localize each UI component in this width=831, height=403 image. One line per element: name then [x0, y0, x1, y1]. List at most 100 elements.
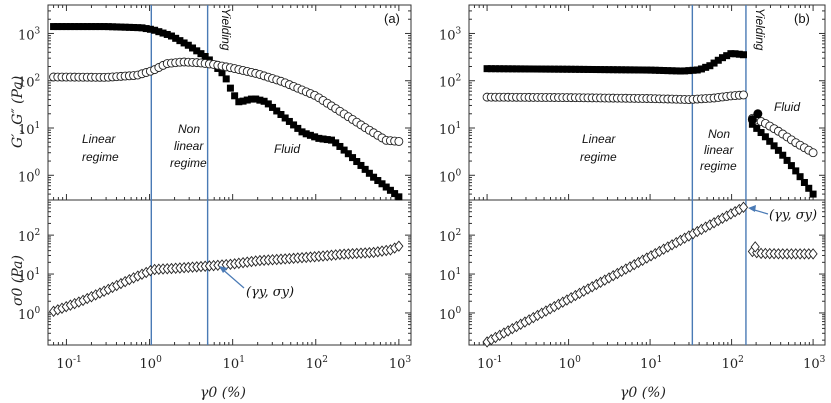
data-point-filled-square — [605, 66, 613, 74]
data-point-filled-square — [138, 24, 146, 32]
data-point-filled-square — [159, 29, 167, 37]
data-point-filled-square — [58, 23, 66, 31]
data-point-filled-square — [770, 142, 778, 150]
data-point-filled-square — [805, 184, 813, 192]
panel-a-x-axis-label: γ0 (%) — [200, 385, 246, 401]
data-point-filled-square — [319, 135, 327, 143]
panel-b-x-axis-label: γ0 (%) — [620, 385, 666, 401]
panel-a-nonlinear-line3: regime — [170, 156, 207, 170]
panel-b-yielding-label: Yielding — [753, 8, 767, 51]
data-point-filled-square — [243, 96, 251, 104]
x-tick-label: 103 — [803, 355, 826, 372]
data-point-filled-square — [513, 65, 521, 73]
data-point-filled-square — [184, 41, 192, 49]
y-top-tick-label: 102 — [18, 74, 40, 91]
data-point-filled-square — [302, 130, 310, 138]
data-point-filled-square — [277, 110, 285, 118]
data-point-filled-square — [626, 66, 634, 74]
data-point-filled-square — [710, 59, 718, 67]
y-top-tick-label: 101 — [439, 121, 461, 138]
y-bottom-tick-label: 102 — [18, 228, 40, 245]
panel-a-series — [48, 23, 404, 318]
data-point-filled-square — [96, 23, 104, 31]
data-point-filled-square — [180, 39, 188, 47]
data-point-filled-square — [500, 65, 508, 73]
x-tick-label: 100 — [559, 355, 582, 372]
y-top-tick-label: 100 — [18, 168, 41, 185]
data-point-filled-square — [681, 67, 689, 75]
data-point-filled-square — [643, 66, 651, 74]
data-point-filled-square — [542, 65, 550, 73]
data-point-filled-square — [247, 95, 255, 103]
y-bottom-tick-label: 102 — [439, 228, 461, 245]
data-point-filled-square — [83, 23, 91, 31]
data-point-filled-square — [634, 66, 642, 74]
data-point-filled-square — [193, 47, 201, 55]
panel-a-label: (a) — [384, 11, 400, 26]
data-point-filled-square — [655, 66, 663, 74]
data-point-filled-square — [672, 67, 680, 75]
panel-a-nonlinear-line2: linear — [174, 139, 204, 153]
data-point-filled-square — [783, 156, 791, 164]
data-point-filled-square — [706, 62, 714, 70]
data-point-filled-square — [529, 65, 537, 73]
data-point-filled-square — [796, 173, 804, 181]
data-point-filled-square — [508, 65, 516, 73]
data-point-filled-square — [391, 190, 399, 198]
data-point-filled-square — [491, 65, 499, 73]
data-point-filled-square — [163, 30, 171, 38]
data-point-filled-square — [197, 50, 205, 58]
panel-b-nonlinear-regime-label: Non linear regime — [700, 127, 737, 173]
data-point-filled-square — [651, 66, 659, 74]
data-point-filled-square — [601, 66, 609, 74]
data-point-filled-square — [386, 186, 394, 194]
data-point-filled-square — [753, 124, 761, 132]
data-point-filled-square — [235, 98, 243, 106]
panel-b-linear-line1: Linear — [582, 132, 616, 146]
x-tick-label: 100 — [140, 355, 163, 372]
data-point-filled-square — [588, 65, 596, 73]
data-point-filled-square — [395, 193, 403, 201]
data-point-filled-square — [779, 151, 787, 159]
data-point-filled-square — [79, 23, 87, 31]
panel-a-yield-point-arrow — [219, 266, 245, 289]
panel-a-linear-line1: Linear — [82, 132, 116, 146]
data-point-filled-square — [336, 142, 344, 150]
data-point-filled-square — [576, 65, 584, 73]
panel-a-y-axis-label-bottom: σ0 (Pa) — [10, 255, 26, 306]
data-point-filled-square — [647, 66, 655, 74]
data-point-filled-square — [54, 23, 62, 31]
data-point-filled-square — [731, 50, 739, 58]
y-top-tick-label: 102 — [439, 74, 461, 91]
panel-a-y-axis-label-top: G′, G″ (Pa) — [10, 76, 26, 148]
data-point-open-diamond — [738, 201, 749, 213]
data-point-filled-square — [340, 146, 348, 154]
data-point-filled-square — [525, 65, 533, 73]
data-point-filled-square — [597, 66, 605, 74]
data-point-filled-square — [121, 23, 129, 31]
data-point-filled-square — [75, 23, 83, 31]
data-point-filled-square — [664, 67, 672, 75]
data-point-filled-square — [685, 67, 693, 75]
panel-a: 10-1 100 101 102 103 100 101 102 103 100 101 102 (a… — [10, 4, 412, 401]
data-point-filled-square — [104, 23, 112, 31]
panel-b-fluid-label: Fluid — [774, 100, 800, 114]
data-point-filled-square — [269, 103, 277, 111]
y-bottom-tick-label: 101 — [18, 267, 40, 284]
panel-a-bottom-frame — [47, 199, 412, 346]
data-point-filled-square — [550, 65, 558, 73]
data-point-filled-square — [559, 65, 567, 73]
data-point-filled-square — [125, 23, 133, 31]
data-point-filled-square — [218, 69, 226, 77]
data-point-filled-square — [774, 146, 782, 154]
data-point-filled-square — [344, 150, 352, 158]
data-point-filled-square — [92, 23, 100, 31]
panel-b-series — [482, 50, 818, 348]
data-point-filled-square — [613, 66, 621, 74]
data-point-filled-square — [353, 158, 361, 166]
data-point-filled-square — [714, 56, 722, 64]
data-point-filled-square — [142, 25, 150, 33]
data-point-filled-square — [311, 133, 319, 141]
data-point-filled-square — [487, 65, 495, 73]
data-point-filled-square — [370, 173, 378, 181]
